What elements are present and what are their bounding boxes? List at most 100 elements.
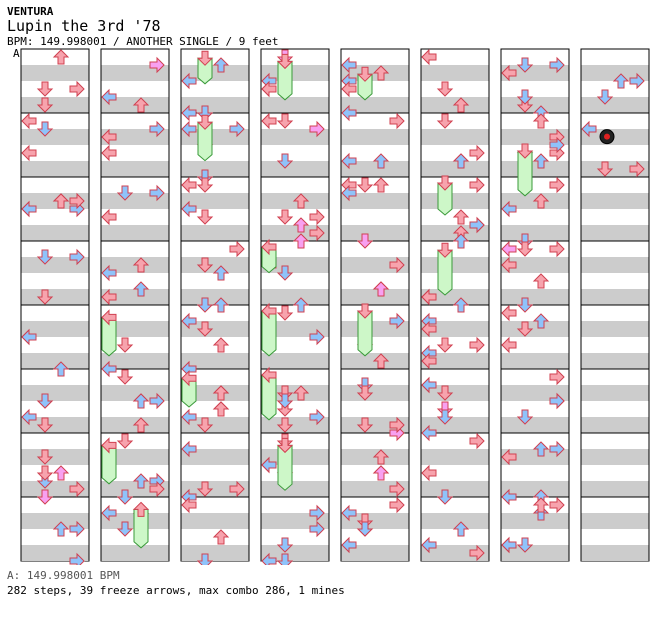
step-arrow-down <box>276 113 294 129</box>
beat-stripe <box>581 417 649 433</box>
step-arrow-left <box>21 408 37 426</box>
step-arrow-up <box>292 297 310 313</box>
step-arrow-down <box>36 393 54 409</box>
freeze-head-arrow <box>196 50 214 66</box>
beat-stripe <box>341 97 409 113</box>
beat-stripe <box>501 289 569 305</box>
step-arrow-up <box>212 385 230 401</box>
beat-stripe <box>21 417 89 433</box>
step-arrow-left <box>261 456 277 474</box>
freeze-head-arrow <box>436 175 454 191</box>
step-arrow-down <box>276 417 294 433</box>
step-arrow-right <box>549 392 565 410</box>
beat-stripe <box>181 97 249 113</box>
step-arrow-right <box>69 552 85 565</box>
step-arrow-right <box>309 328 325 346</box>
freeze-head-arrow <box>181 369 197 387</box>
step-arrow-left <box>341 152 357 170</box>
step-arrow-up <box>452 153 470 169</box>
step-arrow-down <box>116 337 134 353</box>
step-arrow-up <box>372 177 390 193</box>
step-arrow-up <box>372 281 390 297</box>
step-arrow-down <box>196 321 214 337</box>
step-arrow-left <box>501 64 517 82</box>
step-arrow-up <box>452 521 470 537</box>
step-arrow-up <box>532 153 550 169</box>
step-arrow-up <box>532 273 550 289</box>
beat-stripe <box>341 129 409 145</box>
beat-stripe <box>181 161 249 177</box>
step-arrow-left <box>261 80 277 98</box>
beat-stripe <box>21 161 89 177</box>
step-arrow-left <box>101 144 117 162</box>
beat-stripe <box>181 545 249 561</box>
step-arrow-down <box>196 297 214 313</box>
step-arrow-left <box>421 536 437 554</box>
step-arrow-down <box>356 417 374 433</box>
step-arrow-right <box>629 160 645 178</box>
beat-stripe <box>421 417 489 433</box>
beat-stripe <box>421 321 489 337</box>
step-arrow-down <box>596 89 614 105</box>
step-arrow-left <box>181 72 197 90</box>
beat-stripe <box>501 417 569 433</box>
step-arrow-left <box>181 312 197 330</box>
step-arrow-right <box>69 480 85 498</box>
step-arrow-up <box>532 193 550 209</box>
step-arrow-down <box>36 465 54 481</box>
beat-stripe <box>581 289 649 305</box>
beat-stripe <box>341 161 409 177</box>
step-arrow-left <box>421 464 437 482</box>
step-arrow-up <box>372 465 390 481</box>
step-arrow-down <box>36 121 54 137</box>
freeze-head-arrow <box>101 309 117 326</box>
beat-stripe <box>101 193 169 209</box>
song-title: Lupin the 3rd '78 <box>7 17 161 35</box>
step-arrow-left <box>101 360 117 378</box>
step-arrow-up <box>132 393 150 409</box>
beat-stripe <box>21 289 89 305</box>
step-arrow-up <box>452 297 470 313</box>
step-arrow-right <box>389 480 405 498</box>
step-arrow-up <box>292 193 310 209</box>
beat-stripe <box>21 481 89 497</box>
step-arrow-down <box>36 417 54 433</box>
step-arrow-down <box>436 409 454 425</box>
beat-stripe <box>581 161 649 177</box>
step-arrow-left <box>501 448 517 466</box>
step-arrow-down <box>356 521 374 537</box>
beat-stripe <box>421 449 489 465</box>
beat-stripe <box>421 129 489 145</box>
beat-stripe <box>421 289 489 305</box>
beat-stripe <box>181 481 249 497</box>
step-arrow-left <box>341 504 357 522</box>
step-arrow-left <box>341 104 357 122</box>
beat-stripe <box>181 321 249 337</box>
step-arrow-up <box>452 209 470 225</box>
step-arrow-left <box>421 352 437 370</box>
beat-stripe <box>501 513 569 529</box>
step-arrow-right <box>549 56 565 74</box>
step-arrow-up <box>532 313 550 329</box>
step-arrow-down <box>516 321 534 337</box>
step-arrow-right <box>229 240 245 258</box>
step-arrow-left <box>501 200 517 218</box>
step-arrow-down <box>196 481 214 497</box>
step-arrow-right <box>469 336 485 354</box>
beat-stripe <box>261 225 329 241</box>
beat-stripe <box>101 449 169 465</box>
freeze-head-arrow <box>132 501 150 517</box>
beat-stripe <box>581 257 649 273</box>
step-arrow-right <box>389 496 405 514</box>
step-arrow-down <box>36 489 54 505</box>
freeze-head-arrow <box>101 437 117 454</box>
beat-stripe <box>181 513 249 529</box>
step-arrow-down <box>516 537 534 553</box>
step-arrow-right <box>309 520 325 538</box>
step-arrow-down <box>436 81 454 97</box>
step-arrow-up <box>292 385 310 401</box>
beat-stripe <box>261 513 329 529</box>
beat-stripe <box>101 225 169 241</box>
step-arrow-down <box>356 233 374 249</box>
step-arrow-up <box>132 97 150 113</box>
